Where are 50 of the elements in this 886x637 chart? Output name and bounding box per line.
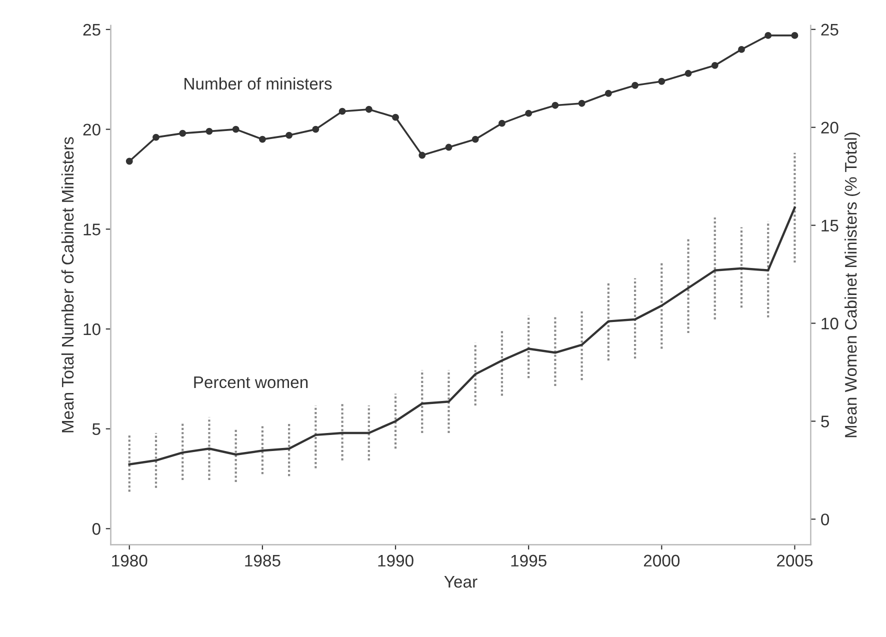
point [418,152,426,159]
point [232,126,240,133]
point [604,90,612,97]
line-series [128,206,796,466]
x-tick-label: 1985 [245,554,280,567]
annotation: Percent women [194,376,308,388]
point [791,32,798,39]
point [472,136,479,143]
point [552,102,559,109]
point [312,126,320,133]
point [578,100,586,107]
x-tick-label: 1995 [511,554,546,567]
point [392,114,399,121]
point [445,144,452,151]
point [152,134,160,141]
point [338,108,346,115]
x-axis-title: Year [444,576,478,588]
x-tick-label: 1980 [112,554,148,567]
point [632,82,639,89]
x-tick-label: 2000 [644,554,680,567]
point [658,78,666,85]
y-tick-label: 5 [92,423,100,436]
point [126,158,133,165]
point [684,70,692,77]
point [711,62,718,69]
y-tick-label: 0 [92,523,100,535]
point [206,128,213,135]
y2-tick-label: 20 [821,122,838,134]
x-tick-label: 1990 [378,554,414,567]
y2-tick-label: 0 [821,514,830,526]
y2-tick-label: 5 [821,416,829,428]
y-tick-label: 25 [83,24,100,36]
point [286,132,293,139]
point [365,106,372,113]
x-tick-label: 2005 [777,554,813,567]
point [525,110,532,117]
y2-tick-label: 25 [821,24,838,36]
point [764,32,772,39]
y-axis-title: Mean Total Number of Cabinet Ministers [61,137,74,432]
point [179,130,186,137]
annotation: Number of ministers [184,77,332,90]
y-tick-label: 15 [84,224,100,236]
point [258,136,266,143]
point [738,46,745,53]
y-tick-label: 10 [84,323,100,336]
y2-tick-label: 15 [822,220,838,232]
y2-axis-title: Mean Women Cabinet Ministers (% Total) [844,132,860,438]
y2-tick-label: 10 [822,318,838,330]
point [498,120,506,127]
y-tick-label: 20 [83,124,100,136]
